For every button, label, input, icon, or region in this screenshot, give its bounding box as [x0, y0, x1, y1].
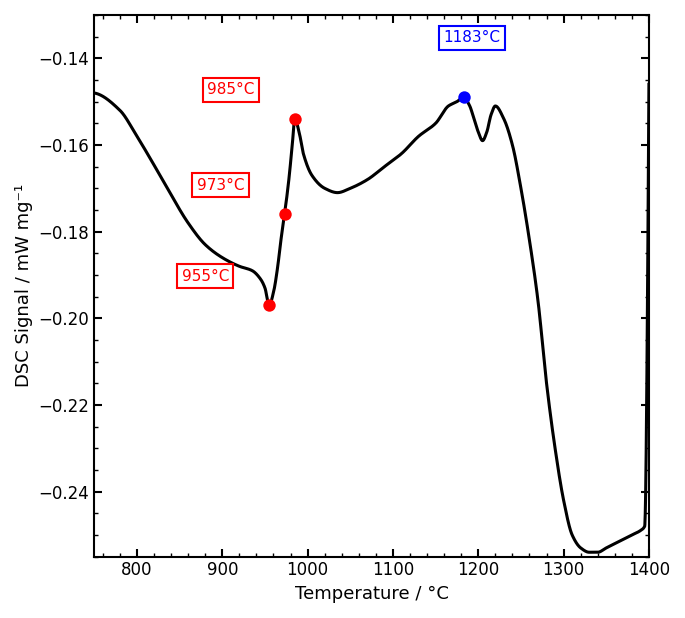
- Y-axis label: DSC Signal / mW mg⁻¹: DSC Signal / mW mg⁻¹: [15, 184, 33, 387]
- Text: 985°C: 985°C: [207, 82, 255, 97]
- Point: [264, 300, 275, 310]
- Point: [458, 92, 469, 102]
- Text: 955°C: 955°C: [182, 269, 229, 284]
- Point: [279, 210, 290, 219]
- Point: [289, 114, 300, 124]
- Text: 973°C: 973°C: [197, 177, 245, 193]
- X-axis label: Temperature / °C: Temperature / °C: [295, 585, 449, 603]
- Text: 1183°C: 1183°C: [444, 30, 501, 45]
